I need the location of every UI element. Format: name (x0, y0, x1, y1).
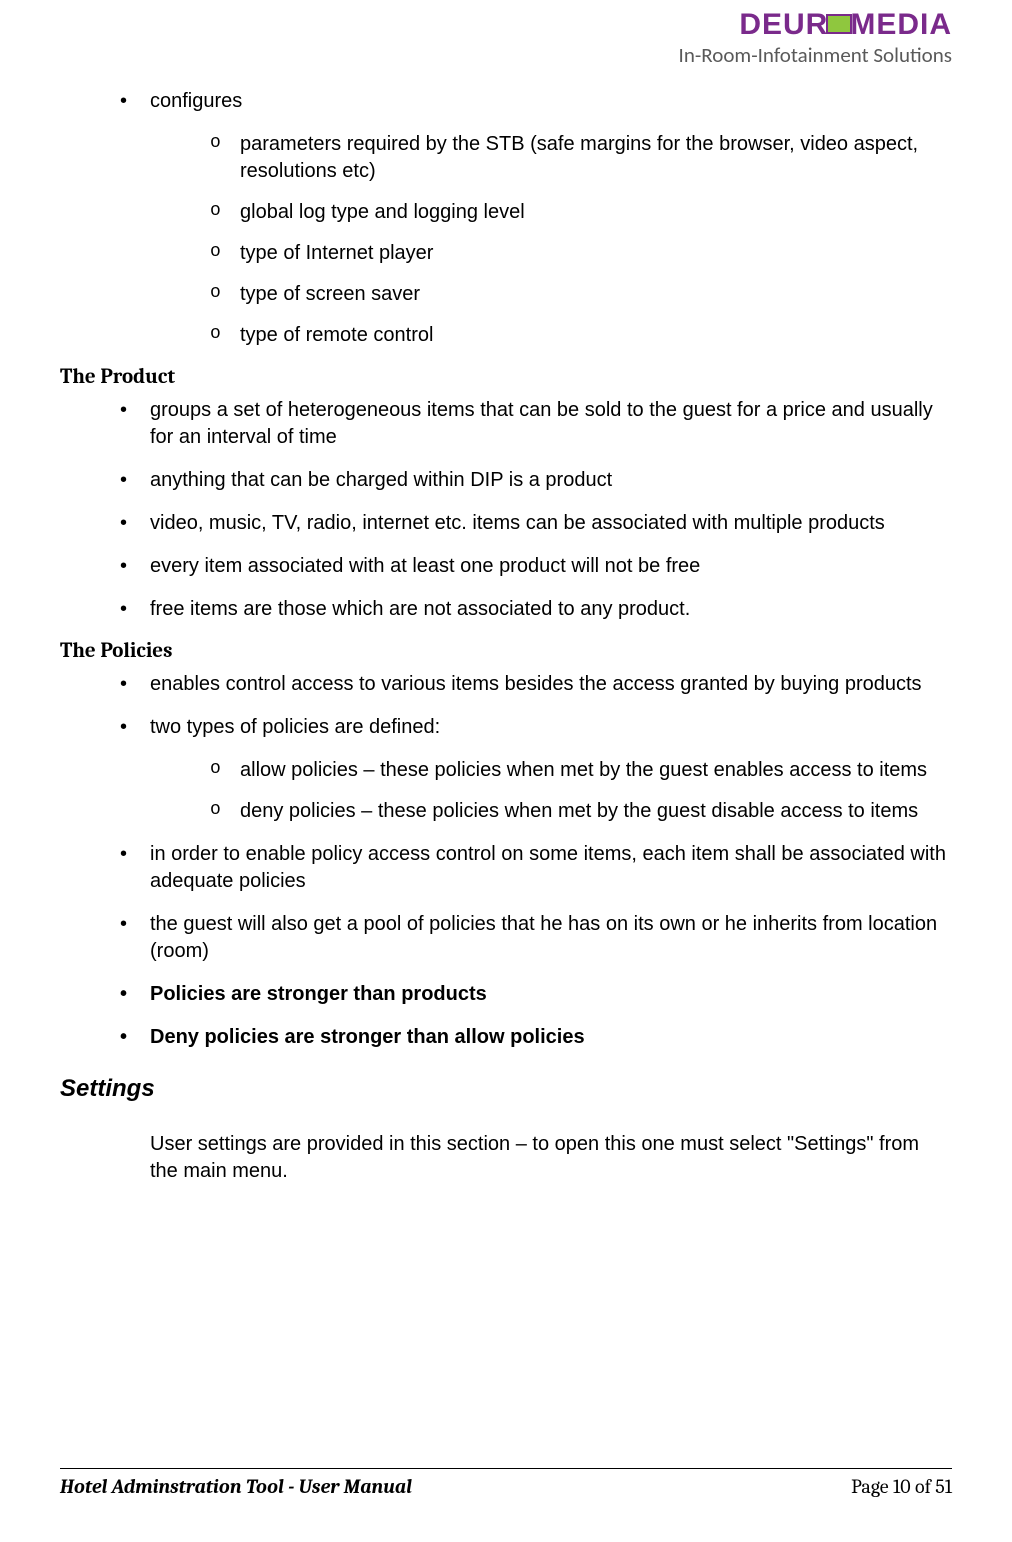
logo-brand-pre: DEUR (739, 8, 828, 41)
list-item-text: type of remote control (240, 324, 433, 346)
policies-list: enables control access to various items … (60, 671, 952, 1051)
list-item: groups a set of heterogeneous items that… (120, 397, 952, 451)
list-item: the guest will also get a pool of polici… (120, 911, 952, 965)
page-footer: Hotel Adminstration Tool - User Manual P… (60, 1468, 952, 1498)
logo-brand: DEUR MEDIA (60, 10, 952, 40)
list-item: enables control access to various items … (120, 671, 952, 698)
header-logo: DEUR MEDIA In-Room-Infotainment Solutions (60, 10, 952, 68)
list-item: type of screen saver (210, 281, 952, 308)
list-item-text: video, music, TV, radio, internet etc. i… (150, 512, 885, 534)
list-item-text: groups a set of heterogeneous items that… (150, 399, 933, 448)
list-item-text: free items are those which are not assoc… (150, 598, 690, 620)
list-item: Deny policies are stronger than allow po… (120, 1024, 952, 1051)
list-item-text: global log type and logging level (240, 201, 525, 223)
list-item-text: enables control access to various items … (150, 673, 922, 695)
list-item-text: in order to enable policy access control… (150, 843, 946, 892)
list-item: video, music, TV, radio, internet etc. i… (120, 510, 952, 537)
logo-icon (826, 14, 852, 34)
list-item: type of remote control (210, 322, 952, 349)
logo-tagline: In-Room-Infotainment Solutions (60, 42, 952, 68)
list-item-text: the guest will also get a pool of polici… (150, 913, 937, 962)
list-item: global log type and logging level (210, 199, 952, 226)
list-item-text: type of Internet player (240, 242, 433, 264)
policies-sublist: allow policies – these policies when met… (150, 757, 952, 825)
list-item: Policies are stronger than products (120, 981, 952, 1008)
policies-heading: The Policies (60, 639, 952, 663)
list-item-text: every item associated with at least one … (150, 555, 700, 577)
list-item-text: anything that can be charged within DIP … (150, 469, 612, 491)
list-item: configures parameters required by the ST… (120, 88, 952, 349)
list-item-text: allow policies – these policies when met… (240, 759, 927, 781)
document-body: configures parameters required by the ST… (60, 88, 952, 1185)
settings-heading: Settings (60, 1075, 952, 1103)
settings-body: User settings are provided in this secti… (60, 1131, 952, 1185)
list-item-text: two types of policies are defined: (150, 716, 440, 738)
product-heading: The Product (60, 365, 952, 389)
list-item: anything that can be charged within DIP … (120, 467, 952, 494)
list-item-text: Policies are stronger than products (150, 983, 487, 1005)
footer-page: Page 10 of 51 (851, 1475, 952, 1498)
list-item-text: configures (150, 90, 242, 112)
list-item: every item associated with at least one … (120, 553, 952, 580)
list-item-text: Deny policies are stronger than allow po… (150, 1026, 585, 1048)
list-item: free items are those which are not assoc… (120, 596, 952, 623)
footer-title: Hotel Adminstration Tool - User Manual (60, 1475, 412, 1498)
logo-brand-post: MEDIA (850, 8, 952, 41)
list-item: deny policies – these policies when met … (210, 798, 952, 825)
product-list: groups a set of heterogeneous items that… (60, 397, 952, 623)
list-item: two types of policies are defined: allow… (120, 714, 952, 825)
list-item-text: parameters required by the STB (safe mar… (240, 133, 918, 182)
list-item: allow policies – these policies when met… (210, 757, 952, 784)
configures-list: configures parameters required by the ST… (60, 88, 952, 349)
list-item: in order to enable policy access control… (120, 841, 952, 895)
list-item: type of Internet player (210, 240, 952, 267)
list-item-text: type of screen saver (240, 283, 420, 305)
configures-sublist: parameters required by the STB (safe mar… (150, 131, 952, 349)
list-item-text: deny policies – these policies when met … (240, 800, 918, 822)
list-item: parameters required by the STB (safe mar… (210, 131, 952, 185)
